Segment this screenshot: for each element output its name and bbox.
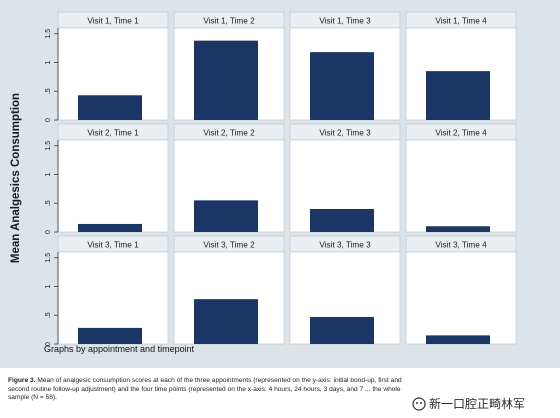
facet-title: Visit 1, Time 4: [435, 17, 487, 26]
y-tick-label: 1: [45, 60, 52, 64]
facet-title: Visit 1, Time 3: [319, 17, 371, 26]
y-tick-label: 1.5: [45, 29, 52, 39]
data-bar: [310, 316, 374, 344]
data-bar: [426, 226, 490, 232]
facet-title: Visit 2, Time 3: [319, 129, 371, 138]
graphs-by-note: Graphs by appointment and timepoint: [44, 344, 195, 354]
plot-area: [405, 139, 517, 233]
data-bar: [194, 40, 258, 120]
data-bar: [426, 335, 490, 344]
y-tick-label: 0: [45, 342, 52, 346]
caption-text: Mean of analgesic consumption scores at …: [8, 377, 402, 402]
facet-title: Visit 2, Time 4: [435, 129, 487, 138]
data-bar: [78, 327, 142, 344]
plot-area: [57, 139, 169, 233]
y-tick-label: 0: [45, 118, 52, 122]
y-tick-label: 0: [45, 230, 52, 234]
wechat-logo-icon: [412, 396, 426, 411]
y-tick-label: 1.5: [45, 141, 52, 151]
y-tick-label: .5: [45, 200, 52, 206]
data-bar: [78, 223, 142, 232]
y-tick-label: 1.5: [45, 253, 52, 263]
y-tick-label: 1: [45, 284, 52, 288]
facet-title: Visit 1, Time 2: [203, 17, 255, 26]
facet-title: Visit 3, Time 1: [87, 241, 139, 250]
watermark-text: 新一口腔正畸林军: [429, 397, 526, 411]
facet-title: Visit 1, Time 1: [87, 17, 139, 26]
facet-title: Visit 3, Time 4: [435, 241, 487, 250]
watermark: 新一口腔正畸林军: [412, 395, 525, 412]
figure-panel: Visit 1, Time 1 0.5 1 1.5 Visit 1, Time 2 Vis…: [0, 0, 560, 368]
caption-label: Figure 3.: [8, 377, 36, 384]
facet-title: Visit 2, Time 1: [87, 129, 139, 138]
figure-caption: Figure 3. Mean of analgesic consumption …: [8, 377, 406, 403]
data-bar: [194, 200, 258, 232]
y-tick-label: .5: [45, 88, 52, 94]
facet-title: Visit 3, Time 3: [319, 241, 371, 250]
data-bar: [310, 52, 374, 120]
data-bar: [194, 299, 258, 344]
y-axis-label: Mean Analgesics Consumption: [10, 92, 22, 264]
y-tick-label: .5: [45, 312, 52, 318]
y-tick-label: 1: [45, 172, 52, 176]
data-bar: [310, 209, 374, 232]
plot-area: [405, 251, 517, 345]
facet-title: Visit 3, Time 2: [203, 241, 255, 250]
data-bar: [426, 71, 490, 120]
facet-title: Visit 2, Time 2: [203, 129, 255, 138]
data-bar: [78, 95, 142, 120]
